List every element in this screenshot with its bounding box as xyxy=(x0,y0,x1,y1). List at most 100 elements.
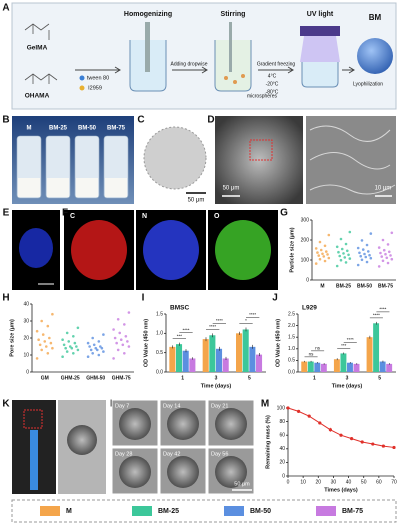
point xyxy=(392,445,396,450)
point xyxy=(327,233,331,237)
point xyxy=(365,243,369,247)
y-tick-label: 0.0 xyxy=(288,369,295,375)
label: Homogenizing xyxy=(124,11,172,18)
point xyxy=(380,255,384,258)
point xyxy=(40,348,43,352)
point xyxy=(97,353,101,357)
label: N xyxy=(142,213,147,220)
panel-label: G xyxy=(280,208,288,219)
arrow xyxy=(172,66,208,74)
x-tick-label: 0 xyxy=(287,479,290,485)
y-axis-label: OD Value (450 nm) xyxy=(143,319,149,367)
x-axis-label: Time (days) xyxy=(201,383,232,389)
point xyxy=(116,318,120,321)
x-tick-label: 60 xyxy=(376,479,382,485)
significance: ns xyxy=(315,346,321,351)
label: Lyophilization xyxy=(353,81,383,87)
bar xyxy=(169,346,176,372)
point xyxy=(41,333,45,336)
bar xyxy=(209,335,216,372)
point xyxy=(72,335,75,338)
panel-label: F xyxy=(62,208,68,219)
point xyxy=(381,238,385,242)
point xyxy=(318,257,322,261)
sem-sphere xyxy=(119,408,151,440)
point xyxy=(94,346,98,350)
x-tick-label: 50 xyxy=(361,479,367,485)
point xyxy=(339,433,343,437)
bar xyxy=(366,337,373,372)
label: BM xyxy=(369,13,382,22)
sem-sphere xyxy=(215,456,247,488)
point xyxy=(75,345,78,348)
point xyxy=(356,263,360,267)
x-axis-label: Time (days) xyxy=(332,383,363,389)
y-tick-label: 100 xyxy=(277,405,286,411)
significance: ns xyxy=(309,352,315,357)
point xyxy=(326,253,329,256)
point xyxy=(368,253,371,257)
chart-title: BMSC xyxy=(170,305,189,312)
x-tick-label: 1 xyxy=(313,375,316,381)
label: Stirring xyxy=(221,11,246,18)
point xyxy=(316,251,319,254)
y-tick-label: 40 xyxy=(279,446,285,452)
y-tick-label: 2.0 xyxy=(288,323,295,329)
point xyxy=(361,248,365,251)
y-tick-label: 100 xyxy=(301,257,310,263)
y-tick-label: 40 xyxy=(23,301,29,307)
bar xyxy=(182,350,189,372)
point xyxy=(366,250,370,253)
legend-swatch xyxy=(316,506,336,516)
y-tick-label: 0.5 xyxy=(156,350,163,356)
bar xyxy=(216,348,223,372)
point xyxy=(49,341,53,345)
point xyxy=(369,232,373,235)
stirrer xyxy=(229,22,232,72)
point xyxy=(51,346,54,350)
bar xyxy=(202,339,209,372)
point xyxy=(100,346,104,350)
label: OHAMA xyxy=(25,93,50,100)
point xyxy=(124,335,128,338)
x-tick-label: BM-75 xyxy=(378,283,393,289)
label: 50 μm xyxy=(223,186,240,192)
y-tick-label: 1.0 xyxy=(156,331,163,337)
label: Gradient freezing xyxy=(257,61,296,67)
point xyxy=(377,265,381,268)
bar xyxy=(347,362,353,372)
x-tick-label: 30 xyxy=(331,479,337,485)
y-tick-label: 2.5 xyxy=(288,311,295,317)
arrow xyxy=(75,66,121,74)
y-axis-label: Remaining mass (%) xyxy=(265,415,271,469)
point xyxy=(339,237,343,241)
label: BM-75 xyxy=(107,126,126,132)
bar xyxy=(353,363,360,372)
point xyxy=(44,345,48,348)
point xyxy=(102,333,105,336)
x-axis-label: Times (days) xyxy=(324,487,358,493)
point xyxy=(37,338,40,342)
x-tick-label: GHM-50 xyxy=(86,375,105,381)
point xyxy=(371,442,375,446)
point xyxy=(364,255,368,259)
point xyxy=(40,319,43,323)
point xyxy=(102,350,105,353)
point xyxy=(318,421,322,425)
significance: **** xyxy=(209,324,216,329)
label: 50 μm xyxy=(188,198,205,204)
point xyxy=(127,345,131,348)
bar xyxy=(176,344,183,372)
bm-sphere xyxy=(357,38,393,74)
point xyxy=(61,338,64,342)
line xyxy=(287,407,395,448)
point xyxy=(342,252,345,255)
sem-sphere xyxy=(119,456,151,488)
point xyxy=(297,409,301,413)
point xyxy=(91,352,94,355)
y-tick-label: 20 xyxy=(23,335,29,341)
panel-label: C xyxy=(137,115,144,126)
bar xyxy=(249,346,256,372)
y-tick-label: 200 xyxy=(301,237,310,243)
significance: *** xyxy=(341,343,347,348)
